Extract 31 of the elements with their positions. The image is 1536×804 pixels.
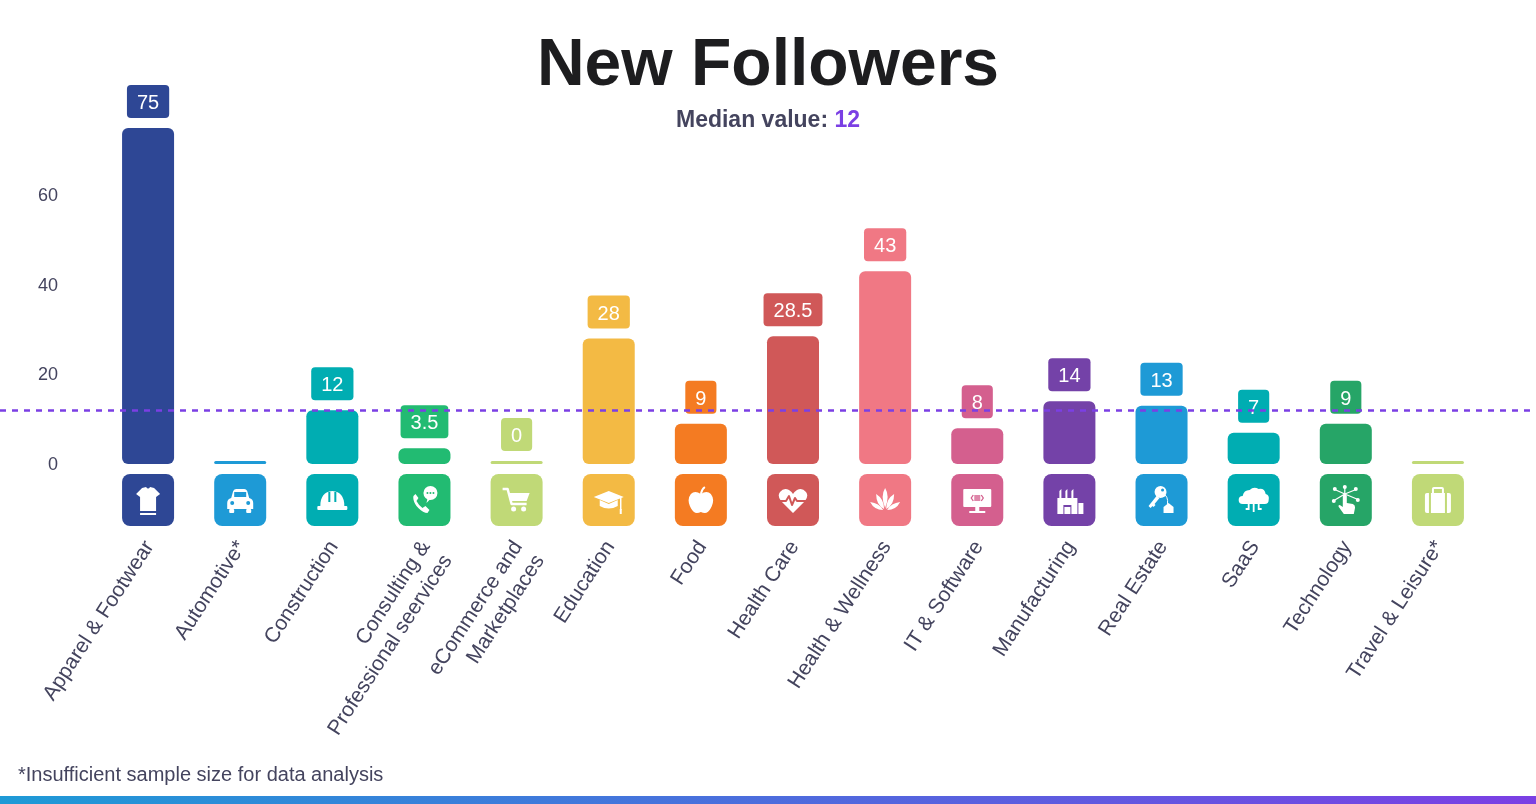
chart-subtitle: Median value: 12 [675,105,861,132]
data-label: 14 [1058,364,1081,387]
bar [582,338,635,464]
bar [674,423,727,464]
data-label: 8 [971,391,983,414]
y-tick-label: 0 [47,454,58,474]
chart-title: New Followers [536,25,1000,99]
data-label: 0 [511,424,523,446]
bar [306,410,359,464]
data-label: 12 [321,373,344,396]
text: *Insufficient sample size for data analysis [18,763,384,785]
data-label: 13 [1150,368,1173,391]
bar [1227,432,1280,464]
data-label: 28 [597,301,620,324]
bar [1319,423,1372,464]
bar [1043,401,1096,464]
y-tick-label: 40 [37,274,58,295]
data-label: 3.5 [410,411,439,434]
bar [1135,405,1188,464]
y-tick-label: 20 [37,364,58,385]
data-label: 9 [1340,386,1352,409]
data-label: 9 [695,386,707,409]
data-label: 28.5 [773,299,813,322]
bar [398,448,451,464]
y-tick-label: 60 [37,185,58,206]
data-label: 75 [136,91,160,113]
data-label: 43 [874,234,897,257]
bar [767,336,819,464]
bar [859,271,912,464]
bar [122,128,175,464]
bar [951,428,1004,464]
